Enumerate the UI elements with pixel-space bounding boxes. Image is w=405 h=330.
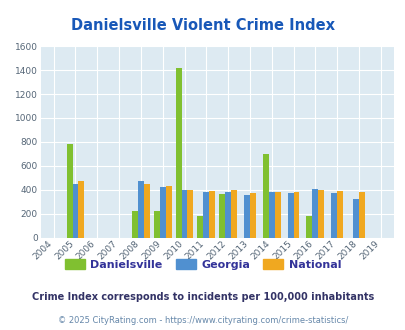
Bar [293,192,298,238]
Bar [187,190,193,238]
Bar [165,185,171,238]
Legend: Danielsville, Georgia, National: Danielsville, Georgia, National [60,255,345,274]
Bar [175,68,181,238]
Bar [225,192,230,238]
Bar [249,193,255,238]
Bar [209,191,215,238]
Bar [159,187,165,238]
Bar [274,191,280,238]
Bar [318,190,323,238]
Bar [72,184,78,238]
Bar [330,193,336,238]
Bar [336,191,342,238]
Bar [352,199,358,238]
Bar [203,191,209,238]
Bar [311,189,318,238]
Bar [78,182,84,238]
Text: © 2025 CityRating.com - https://www.cityrating.com/crime-statistics/: © 2025 CityRating.com - https://www.city… [58,315,347,325]
Bar [143,184,149,238]
Text: Danielsville Violent Crime Index: Danielsville Violent Crime Index [71,18,334,33]
Bar [66,144,72,238]
Bar [268,191,274,238]
Bar [138,182,143,238]
Bar [262,154,268,238]
Bar [197,216,203,238]
Bar [153,211,159,238]
Bar [287,193,293,238]
Bar [219,194,225,238]
Bar [181,190,187,238]
Bar [230,190,237,238]
Bar [132,211,138,238]
Bar [306,216,311,238]
Bar [358,192,364,238]
Bar [243,194,249,238]
Text: Crime Index corresponds to incidents per 100,000 inhabitants: Crime Index corresponds to incidents per… [32,292,373,302]
